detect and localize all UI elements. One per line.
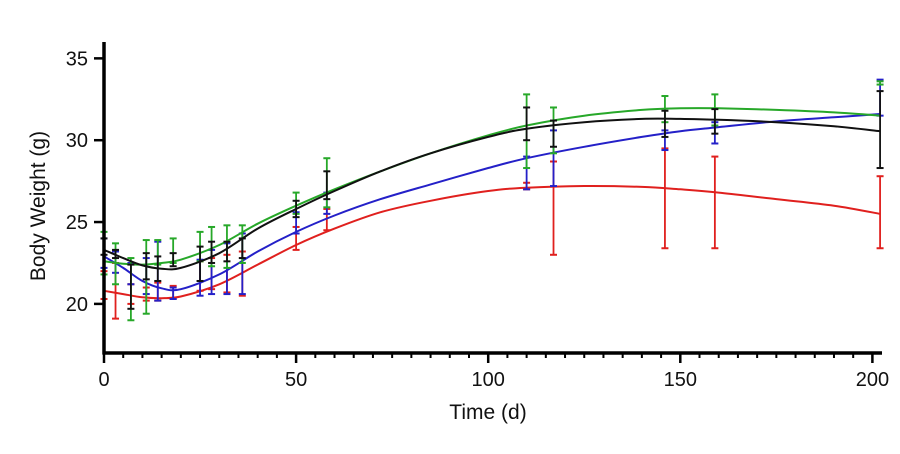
- series-layer: [100, 78, 884, 322]
- error-bar: [661, 109, 669, 138]
- error-bar: [223, 240, 231, 263]
- error-bar: [876, 90, 884, 170]
- y-tick-label: 20: [66, 294, 88, 316]
- y-tick-label: 30: [66, 130, 88, 152]
- error-bar: [661, 147, 669, 250]
- y-tick-label: 35: [66, 48, 88, 70]
- y-tick-label: 25: [66, 212, 88, 234]
- error-bar: [127, 263, 135, 310]
- series-line-black: [103, 117, 881, 271]
- x-tick-label: 200: [856, 369, 889, 391]
- error-bar: [876, 80, 884, 86]
- series-line-green: [103, 107, 881, 266]
- x-tick-label: 100: [472, 369, 505, 391]
- error-bar: [196, 245, 204, 282]
- error-bar: [208, 240, 216, 264]
- x-tick-label: 150: [664, 369, 697, 391]
- axes: 20 25 30 35 0 50 100 150 200: [66, 42, 889, 391]
- series-red: [100, 147, 884, 320]
- error-bar: [876, 175, 884, 250]
- error-bar: [711, 108, 719, 135]
- error-bar: [711, 155, 719, 250]
- x-ticks: 0 50 100 150 200: [98, 353, 889, 391]
- series-black: [100, 90, 884, 310]
- x-axis-title: Time (d): [449, 401, 526, 424]
- error-bar: [523, 106, 531, 142]
- error-bar: [169, 252, 177, 268]
- y-ticks: 20 25 30 35: [66, 48, 104, 316]
- y-axis-title: Body Weight (g): [27, 131, 50, 281]
- x-tick-label: 50: [285, 369, 307, 391]
- series-line-blue: [103, 113, 881, 292]
- series-line-red: [103, 184, 881, 300]
- x-tick-label: 0: [98, 369, 109, 391]
